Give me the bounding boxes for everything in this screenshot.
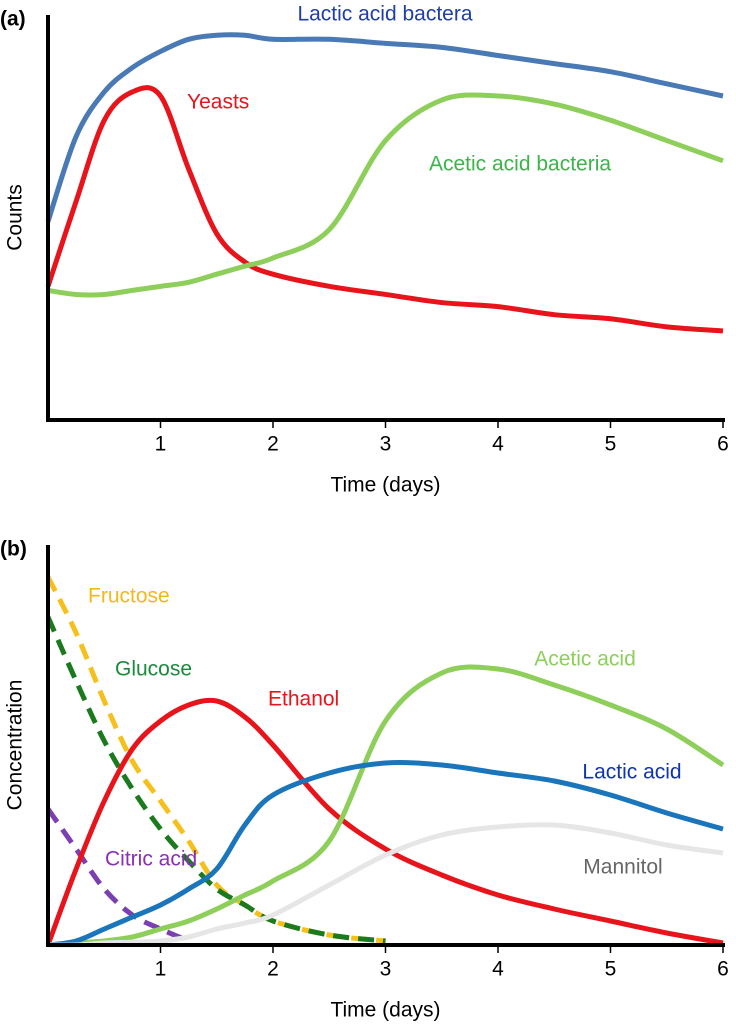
series-label: Ethanol (268, 688, 339, 711)
series-label: Citric acid (105, 848, 197, 871)
x-axis-label: Time (days) (330, 999, 440, 1022)
series-label: Yeasts (187, 91, 249, 114)
x-tick-label: 1 (155, 433, 167, 456)
series-label: Lactic acid (582, 761, 681, 784)
x-tick-label: 6 (717, 958, 729, 981)
series-line (45, 32, 724, 223)
y-axis-label: Counts (4, 184, 27, 251)
series-line (45, 85, 724, 334)
panel-label: (a) (0, 8, 26, 31)
x-tick-label: 5 (605, 433, 617, 456)
y-axis-label: Concentration (4, 680, 27, 811)
x-tick-label: 3 (380, 433, 392, 456)
x-tick-label: 2 (267, 433, 279, 456)
x-tick-label: 6 (717, 433, 729, 456)
x-tick-label: 5 (605, 958, 617, 981)
x-tick-label: 1 (155, 958, 167, 981)
series-label: Acetic acid bacteria (429, 153, 611, 176)
series-label: Mannitol (583, 856, 662, 879)
x-tick-label: 4 (492, 433, 504, 456)
x-tick-label: 4 (492, 958, 504, 981)
series-label: Glucose (115, 658, 192, 681)
series-line (47, 664, 725, 948)
series-line (45, 615, 386, 944)
x-tick-label: 3 (380, 958, 392, 981)
x-tick-label: 2 (267, 958, 279, 981)
series-label: Lactic acid bactera (297, 3, 472, 26)
series-line (47, 822, 724, 948)
series-line (47, 92, 724, 298)
series-label: Acetic acid (534, 648, 636, 671)
panel-label: (b) (0, 538, 27, 561)
series-line (47, 760, 724, 948)
x-axis-label: Time (days) (330, 474, 440, 497)
series-line (45, 697, 724, 946)
series-line (45, 575, 386, 944)
series-label: Fructose (88, 585, 170, 608)
